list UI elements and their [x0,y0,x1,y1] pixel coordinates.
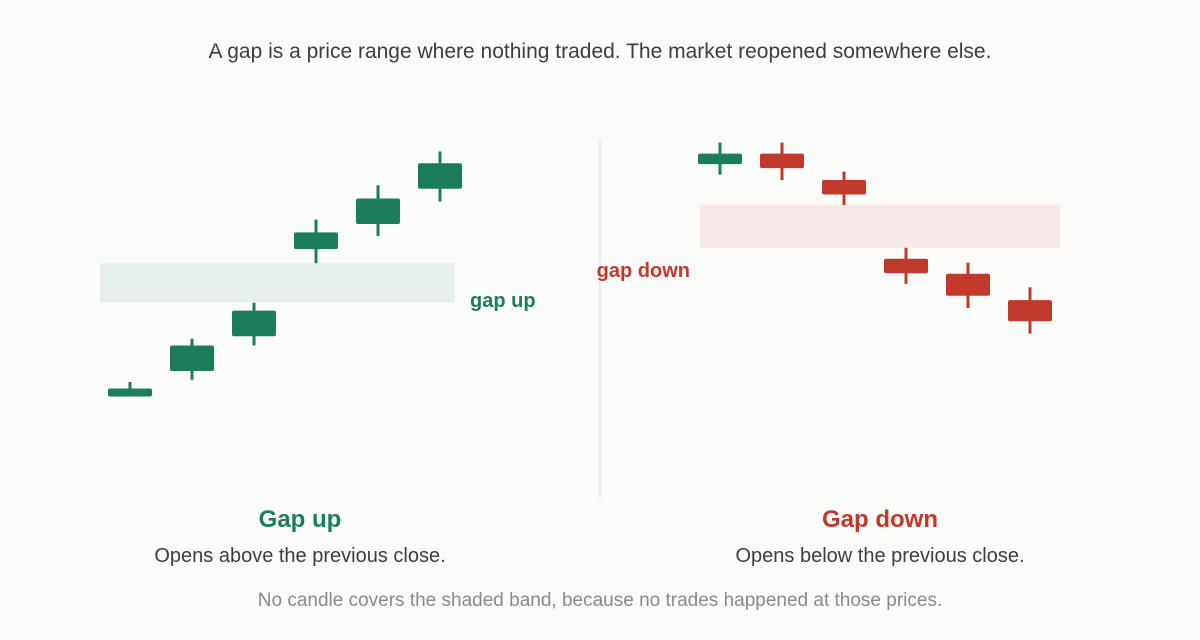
gap-up-candle-body [108,388,152,397]
gap-down-title: Gap down [822,506,938,533]
gap-down-candle-body [884,258,928,274]
headline: A gap is a price range where nothing tra… [208,40,992,63]
gap-up-candle-body [418,163,462,189]
gap-down-candle [698,142,742,175]
gap-up-candle-body [232,310,276,337]
gap-up-candle [418,151,462,202]
gap-down-candle-body [822,180,866,195]
gap-down-candle-body [946,273,990,296]
gap-up-candle [232,302,276,346]
gap-down-candle-body [698,153,742,165]
gap-down-candle [884,247,928,284]
gap-down-candle-body [760,153,804,169]
gap-down-subtitle: Opens below the previous close. [735,545,1025,567]
gap-up-candle [294,219,338,264]
footnote: No candle covers the shaded band, becaus… [257,590,943,611]
gap-up-candles [108,151,462,397]
gap-up-subtitle: Opens above the previous close. [154,545,446,567]
gap-up-band [100,263,455,303]
gap-up-title: Gap up [258,506,342,533]
gap-up-band-label: gap up [470,290,536,312]
gap-down-candle-body [1008,300,1052,322]
gap-down-candles [698,142,1052,334]
gap-up-candle-body [294,232,338,250]
gap-up-candle [170,338,214,380]
gap-down-candle [822,171,866,206]
gap-down-candle [946,262,990,309]
gap-down-candle [760,142,804,180]
gap-up-candle [356,185,400,236]
gap-down-band-label: gap down [597,260,690,282]
gap-down-candle [1008,287,1052,334]
gap-down-band [700,205,1060,248]
gap-up-candle [108,381,152,397]
gap-up-panel: gap up [100,151,536,397]
gap-down-panel: gap down [597,142,1060,334]
gap-up-candle-body [356,198,400,224]
gap-up-candle-body [170,345,214,371]
